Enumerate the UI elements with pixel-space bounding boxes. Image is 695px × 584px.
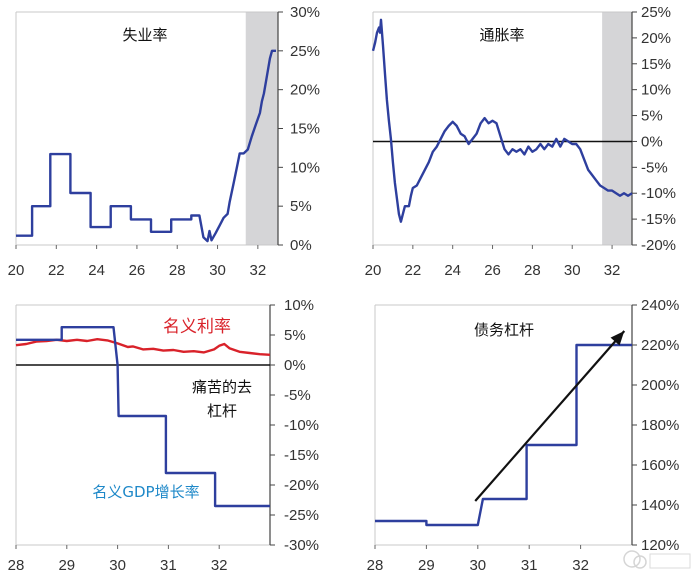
y-tick-label: 25% [290,43,320,60]
chart-title: 通胀率 [479,26,524,44]
x-tick-label: 26 [129,262,146,279]
chart-title: 债务杠杆 [474,321,534,339]
y-tick-label: 10% [284,297,314,314]
annotation-label: 杠杆 [207,402,237,420]
x-tick-label: 24 [444,262,461,279]
x-tick-label: 30 [564,262,581,279]
annotation-label: 痛苦的去 [192,378,252,396]
y-tick-label: 200% [641,377,679,394]
y-tick-label: 20% [290,82,320,99]
x-tick-label: 20 [8,262,25,279]
chart-panel-bottom-left: 10% 5% 0% -5% -10% -15% -20% -25% -30% 28 29 30 31 32… [8,297,319,574]
x-tick-label: 32 [604,262,621,279]
series-line-nominal-gdp [16,326,270,508]
x-tick-label: 30 [109,557,126,574]
y-tick-label: 140% [641,497,679,514]
x-tick-label: 30 [209,262,226,279]
chart-panel-bottom-right: 240% 220% 200% 180% 160% 140% 120% 28 29 30 31 32 债务… [367,297,680,574]
chart-panel-top-right: 25% 20% 15% 10% 5% 0% -5% -10% -15% -20% 20 22 24 26 2… [365,4,676,279]
x-tick-label: 28 [169,262,186,279]
y-tick-label: 20% [641,30,671,47]
y-tick-label: 0% [641,133,663,150]
y-tick-label: 180% [641,417,679,434]
x-tick-label: 26 [484,262,501,279]
x-tick-label: 31 [521,557,538,574]
y-tick-label: 120% [641,537,679,554]
y-tick-label: 160% [641,457,679,474]
x-tick-label: 29 [418,557,435,574]
annotation-label: 名义利率 [163,317,231,337]
y-tick-label: 220% [641,337,679,354]
x-tick-label: 29 [58,557,75,574]
y-tick-label: 10% [641,82,671,99]
annotation-label: 名义GDP增长率 [92,483,199,501]
x-tick-label: 32 [211,557,228,574]
y-tick-label: -15% [284,447,319,464]
x-tick-label: 28 [8,557,25,574]
y-tick-label: -20% [284,477,319,494]
chart-title: 失业率 [122,26,167,44]
x-tick-label: 32 [572,557,589,574]
y-tick-label: 30% [290,4,320,21]
trend-arrow-head [610,331,625,346]
y-tick-label: -5% [641,159,668,176]
y-tick-label: -10% [641,185,676,202]
y-tick-label: -15% [641,211,676,228]
y-tick-label: -30% [284,537,319,554]
x-tick-label: 22 [405,262,422,279]
y-tick-label: -5% [284,387,311,404]
x-tick-label: 32 [250,262,267,279]
x-tick-label: 28 [367,557,384,574]
x-tick-label: 22 [48,262,65,279]
y-tick-label: 25% [641,4,671,21]
series-line-main [16,49,276,243]
series-line-main [375,343,632,527]
chart-panel-top-left: 30% 25% 20% 15% 10% 5% 0% 20 22 24 26 28 30 32 失业率 [8,4,320,279]
y-tick-label: 0% [290,237,312,254]
y-tick-label: 5% [290,198,312,215]
forecast-shaded-region [245,12,278,245]
x-tick-label: 20 [365,262,382,279]
x-tick-label: 24 [88,262,105,279]
x-tick-label: 28 [524,262,541,279]
series-line-nominal-rate [15,338,271,356]
x-tick-label: 30 [469,557,486,574]
y-tick-label: -10% [284,417,319,434]
y-tick-label: -20% [641,237,676,254]
y-tick-label: 10% [290,159,320,176]
y-tick-label: 240% [641,297,679,314]
y-tick-label: 0% [284,357,306,374]
y-tick-label: -25% [284,507,319,524]
x-tick-label: 31 [160,557,177,574]
y-tick-label: 5% [284,327,306,344]
watermark-logo [623,550,691,569]
y-tick-label: 15% [290,121,320,138]
y-tick-label: 15% [641,56,671,73]
y-tick-label: 5% [641,108,663,125]
trend-arrow-line [474,330,626,502]
forecast-shaded-region [602,12,632,245]
series-line-main [371,18,633,223]
